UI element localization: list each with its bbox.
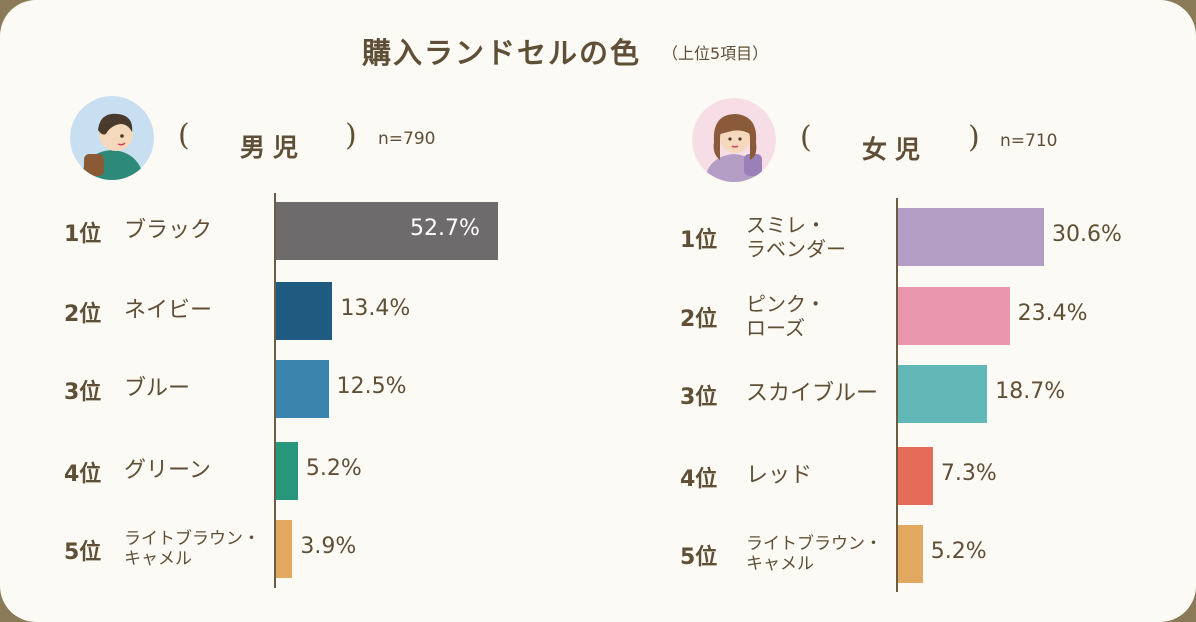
bar [898, 208, 1044, 266]
rank-label: 1位 [64, 222, 102, 247]
rank-label: 4位 [64, 462, 102, 487]
value-label: 13.4% [340, 296, 411, 321]
rank-label: 1位 [680, 228, 718, 253]
bar [276, 360, 329, 418]
value-label: 3.9% [300, 534, 357, 559]
group-label-girl: 女児 [862, 135, 929, 164]
category-label: ピンク・ ローズ [746, 292, 826, 340]
value-label: 12.5% [336, 374, 407, 399]
rank-label: 3位 [64, 380, 102, 405]
value-label: 7.3% [940, 461, 997, 486]
right-bracket-boy: ) [345, 118, 357, 153]
bar [898, 525, 923, 583]
girl-avatar-icon [692, 98, 776, 182]
bar [898, 287, 1010, 345]
rank-label: 5位 [680, 545, 718, 570]
bar [276, 520, 293, 578]
rank-label: 4位 [680, 467, 718, 492]
left-bracket-girl: ( [800, 120, 812, 155]
right-bracket-girl: ) [968, 120, 980, 155]
bar [276, 202, 498, 260]
value-label: 23.4% [1017, 301, 1088, 326]
category-label: スミレ・ ラベンダー [746, 213, 846, 261]
rank-label: 2位 [680, 307, 718, 332]
category-label: レッド [746, 462, 813, 488]
category-label: ブルー [124, 375, 191, 401]
axis-line-girl [896, 198, 898, 592]
value-label: 5.2% [305, 456, 362, 481]
value-label: 18.7% [995, 379, 1066, 404]
category-label: グリーン [124, 457, 211, 483]
boy-avatar-icon [70, 96, 154, 180]
chart-title: 購入ランドセルの色 [362, 36, 642, 70]
chart-subtitle: （上位5項目） [662, 44, 769, 63]
value-label: 52.7% [410, 216, 480, 241]
category-label: ライトブラウン・ キャメル [746, 533, 882, 574]
value-label: 5.2% [930, 539, 987, 564]
n-count-girl: n=710 [1000, 131, 1058, 151]
group-label-boy: 男児 [240, 133, 307, 162]
left-bracket-boy: ( [178, 118, 190, 153]
category-label: ライトブラウン・ キャメル [124, 528, 260, 569]
bar [276, 442, 298, 500]
axis-line-boy [274, 193, 276, 588]
value-label: 30.6% [1052, 222, 1122, 247]
rank-label: 3位 [680, 385, 718, 410]
category-label: ブラック [124, 217, 213, 243]
rank-label: 2位 [64, 302, 102, 327]
bar [898, 365, 988, 423]
category-label: スカイブルー [746, 380, 879, 406]
category-label: ネイビー [124, 297, 213, 323]
bar [276, 282, 333, 340]
n-count-boy: n=790 [378, 129, 436, 149]
rank-label: 5位 [64, 540, 102, 565]
bar [898, 447, 933, 505]
